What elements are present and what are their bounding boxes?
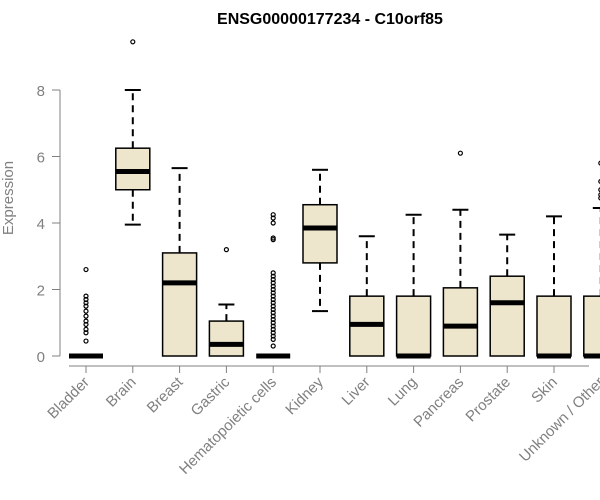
outlier-point <box>83 266 89 273</box>
outlier-point <box>83 293 89 299</box>
box-body <box>442 287 479 357</box>
x-tick-label: Kidney <box>282 373 327 418</box>
outlier-point <box>130 39 136 45</box>
outlier-point <box>270 326 276 332</box>
x-tick-label: Pancreas <box>410 374 467 431</box>
chart-title: ENSG00000177234 - C10orf85 <box>217 11 443 28</box>
x-ticks <box>85 366 555 373</box>
outlier-point <box>270 283 276 289</box>
box-1 <box>115 39 151 226</box>
outlier-point <box>270 273 276 279</box>
box-9 <box>489 233 525 357</box>
box-11 <box>583 160 600 359</box>
outlier-point <box>598 192 600 198</box>
outlier-point <box>270 333 276 339</box>
outlier-point <box>270 290 276 296</box>
box-6 <box>349 235 385 357</box>
outlier-point <box>270 280 276 286</box>
box-5 <box>302 168 338 313</box>
outlier-point <box>270 320 276 326</box>
box-body <box>583 295 600 357</box>
x-tick-label: Lung <box>385 374 421 410</box>
y-axis-label: Expression <box>0 161 17 235</box>
box-body <box>536 295 572 357</box>
outlier-point <box>270 270 276 276</box>
outlier-point <box>83 338 89 344</box>
outlier-point <box>598 187 600 193</box>
outlier-point <box>270 237 276 243</box>
outlier-point <box>457 150 463 156</box>
box-body <box>208 320 245 357</box>
box-8 <box>442 150 479 357</box>
box-body <box>395 295 432 357</box>
x-tick-label: Skin <box>528 374 561 407</box>
outlier-point <box>270 215 276 221</box>
outlier-point <box>270 212 276 218</box>
box-0 <box>69 266 103 359</box>
outlier-point <box>270 300 276 306</box>
outlier-point <box>83 296 89 303</box>
outlier-point <box>598 160 600 166</box>
outlier-point <box>598 195 600 201</box>
outlier-point <box>270 293 276 299</box>
box-10 <box>536 215 572 359</box>
box-body <box>161 252 198 357</box>
box-body <box>489 275 525 357</box>
y-tick-label: 8 <box>37 83 45 100</box>
box-body <box>302 203 338 264</box>
outlier-point <box>270 303 276 309</box>
x-tick-label: Liver <box>339 374 374 409</box>
box-3 <box>208 247 245 357</box>
outlier-point <box>270 306 276 313</box>
x-tick-label: Bladder <box>44 374 93 423</box>
outlier-point <box>83 308 89 314</box>
outlier-point <box>83 318 89 324</box>
y-tick-label: 0 <box>37 349 45 366</box>
x-tick-label: Breast <box>144 373 187 416</box>
outlier-point <box>270 343 276 349</box>
boxes <box>69 39 600 359</box>
outlier-point <box>270 235 276 241</box>
y-tick-label: 2 <box>37 283 45 300</box>
x-tick-label: Prostate <box>462 374 514 426</box>
outlier-point <box>83 300 89 306</box>
box-2 <box>161 167 198 357</box>
outlier-point <box>83 326 89 332</box>
y-ticks: 0 2 4 6 8 <box>37 83 60 366</box>
outlier-point <box>270 310 276 316</box>
outlier-point <box>270 296 276 303</box>
outlier-point <box>270 276 276 283</box>
outlier-point <box>270 313 276 319</box>
x-tick-label: Brain <box>103 374 140 411</box>
outlier-point <box>598 178 600 184</box>
box-7 <box>395 213 432 359</box>
y-tick-label: 6 <box>37 150 45 167</box>
outlier-point <box>270 220 276 226</box>
x-tick-label: Gastric <box>188 373 234 419</box>
outlier-point <box>270 286 276 293</box>
outlier-point <box>270 336 276 342</box>
outlier-point <box>83 313 89 319</box>
outlier-point <box>83 303 89 309</box>
outlier-point <box>270 330 276 336</box>
outlier-point <box>83 321 89 328</box>
box-4 <box>256 212 291 359</box>
outlier-point <box>223 247 229 253</box>
outlier-point <box>270 316 276 323</box>
y-tick-label: 4 <box>37 216 45 233</box>
outlier-point <box>83 330 89 336</box>
outlier-point <box>270 323 276 329</box>
